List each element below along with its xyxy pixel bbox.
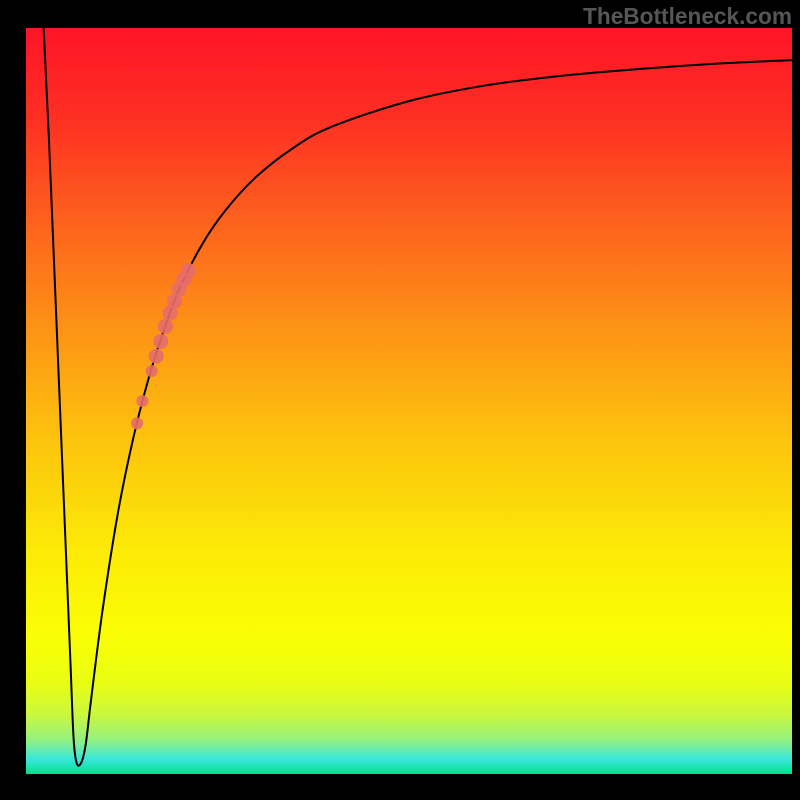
scatter-point	[131, 417, 143, 429]
scatter-point	[146, 365, 158, 377]
scatter-point	[158, 319, 173, 334]
outer-frame: TheBottleneck.com	[0, 0, 800, 800]
scatter-point	[153, 334, 168, 349]
plot-area	[26, 28, 792, 774]
scatter-point	[181, 263, 196, 278]
watermark-text: TheBottleneck.com	[583, 3, 792, 30]
scatter-point	[149, 349, 164, 364]
chart-svg	[26, 28, 792, 774]
scatter-point	[136, 395, 148, 407]
